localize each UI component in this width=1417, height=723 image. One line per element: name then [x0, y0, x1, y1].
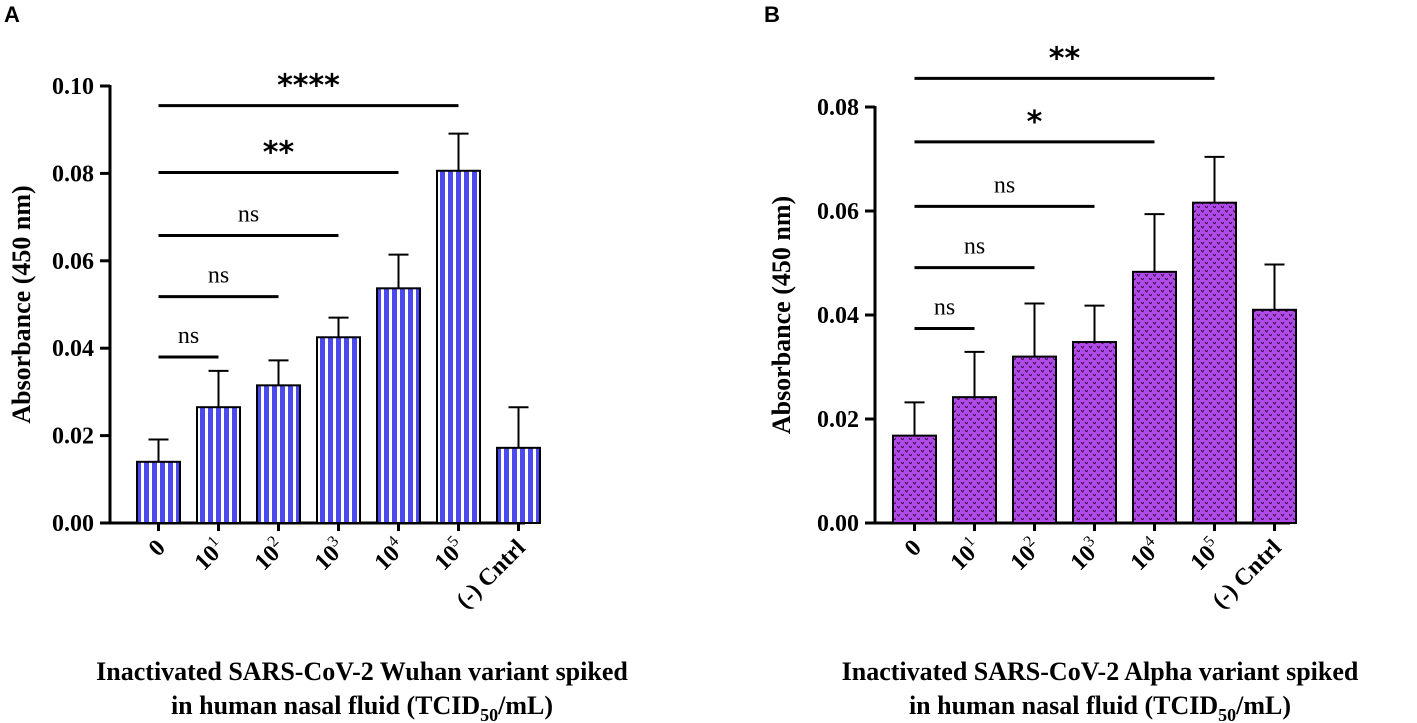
significance-label: **	[1049, 41, 1081, 76]
y-axis-label: Absorbance (450 nm)	[767, 196, 796, 434]
significance-label: ns	[238, 201, 259, 227]
x-tick-label: 101	[944, 533, 987, 576]
x-tick-label: 0	[900, 535, 927, 562]
panel-label-a: A	[4, 2, 20, 27]
x-tick-label: 102	[248, 533, 291, 576]
bar	[952, 396, 997, 524]
x-tick-label: 104	[1124, 533, 1167, 576]
y-tick-label: 0.04	[817, 303, 859, 329]
y-tick-label: 0.02	[817, 407, 859, 433]
x-axis-label-line1: Inactivated SARS-CoV-2 Wuhan variant spi…	[96, 657, 628, 686]
bar	[496, 446, 541, 524]
x-tick-label: 105	[1184, 533, 1227, 576]
y-tick-label: 0.06	[52, 249, 94, 275]
significance-label: ns	[208, 263, 229, 289]
bar	[436, 169, 481, 524]
bar	[1012, 355, 1057, 524]
bar	[376, 287, 421, 524]
bar	[196, 406, 241, 525]
bar	[1192, 201, 1237, 524]
y-tick-label: 0.04	[52, 336, 94, 362]
x-axis-label-line2: in human nasal fluid (TCID50/mL)	[909, 691, 1291, 723]
bar	[892, 434, 937, 525]
chart-panel-b: 0.00 0.02 0.04 0.06 0.08 Absorbance (450 nm) 0…	[767, 41, 1359, 723]
significance-label: ns	[964, 234, 985, 260]
significance-label: **	[263, 136, 295, 171]
y-tick-label: 0.08	[817, 95, 859, 121]
significance-label: ns	[178, 323, 199, 349]
y-tick-label: 0.00	[52, 511, 94, 537]
significance-label: ****	[277, 69, 340, 104]
significance-label: *	[1027, 105, 1043, 140]
bar	[1072, 341, 1117, 525]
bar	[256, 384, 301, 524]
y-tick-label: 0.00	[817, 511, 859, 537]
panel-label-b: B	[764, 2, 780, 27]
x-axis-label-line2: in human nasal fluid (TCID50/mL)	[171, 691, 553, 723]
bar	[316, 336, 361, 524]
bar	[1132, 270, 1177, 524]
x-axis-label-line1: Inactivated SARS-CoV-2 Alpha variant spi…	[842, 657, 1359, 686]
x-tick-label: 103	[308, 533, 351, 576]
chart-panel-a: 0.00 0.02 0.04 0.06 0.08 0.10 Absorbance (450 …	[7, 69, 628, 723]
significance-label: ns	[994, 172, 1015, 198]
y-tick-label: 0.08	[52, 161, 94, 187]
y-tick-label: 0.02	[52, 424, 94, 450]
bar	[136, 460, 181, 525]
x-tick-label: 103	[1064, 533, 1107, 576]
bar	[1252, 308, 1297, 524]
significance-label: ns	[934, 295, 955, 321]
x-tick-label: 102	[1004, 533, 1047, 576]
x-tick-label: 105	[428, 533, 471, 576]
x-tick-label: 0	[144, 535, 171, 562]
x-tick-label: (-) Cntrl	[1208, 535, 1287, 614]
x-tick-label: 104	[368, 533, 411, 576]
x-tick-label: 101	[188, 533, 231, 576]
y-axis-label: Absorbance (450 nm)	[7, 185, 36, 423]
y-tick-label: 0.10	[52, 74, 94, 100]
x-tick-label: (-) Cntrl	[452, 535, 531, 614]
y-tick-label: 0.06	[817, 199, 859, 225]
